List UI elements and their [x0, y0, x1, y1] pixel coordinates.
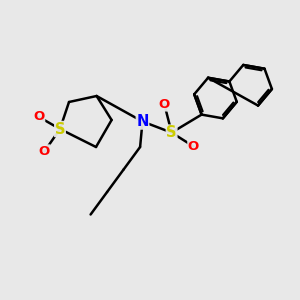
Text: O: O [159, 98, 170, 111]
Text: O: O [188, 140, 199, 153]
Text: O: O [39, 145, 50, 158]
Text: S: S [166, 125, 177, 140]
Text: S: S [55, 122, 65, 136]
Text: N: N [136, 114, 149, 129]
Text: O: O [33, 110, 45, 124]
